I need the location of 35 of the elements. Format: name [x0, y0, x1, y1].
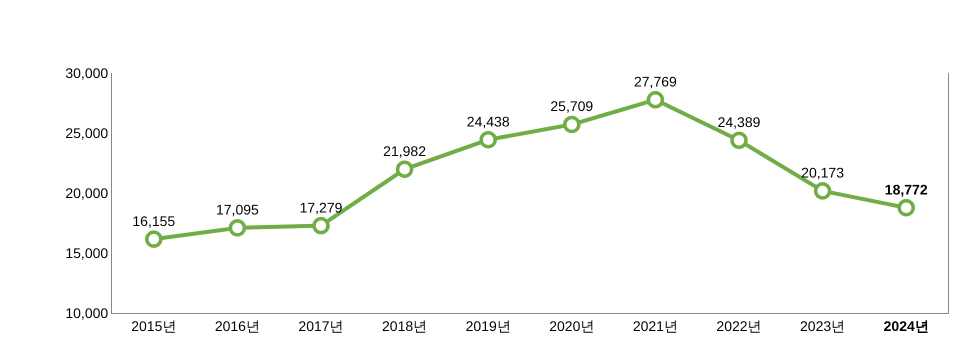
data-label: 17,095 [216, 202, 260, 218]
point [897, 198, 915, 216]
x-tick-label: 2019년 [466, 318, 511, 334]
point [396, 160, 414, 178]
point [563, 116, 581, 134]
data-label: 17,279 [300, 199, 343, 216]
data-label: 24,389 [718, 114, 761, 130]
y-tick-label: 30,000 [65, 64, 108, 81]
x-tick-label: 2020년 [549, 318, 594, 334]
point [479, 130, 497, 148]
data-label: 27,769 [634, 74, 678, 90]
y-tick-label: 10,000 [65, 304, 108, 321]
x-tick-label: 2017년 [298, 318, 344, 334]
x-tick-label: 2023년 [800, 318, 846, 334]
point [145, 230, 163, 248]
x-tick-label: 2015년 [131, 318, 176, 334]
x-tick-label: 2018년 [382, 318, 428, 334]
data-label: 21,982 [383, 142, 426, 159]
point [312, 216, 330, 234]
data-label: 16,155 [132, 212, 176, 229]
x-tick-label: 2021년 [632, 318, 678, 334]
y-tick-label: 20,000 [65, 184, 108, 201]
y-tick-label: 15,000 [65, 244, 108, 261]
data-label: 25,709 [550, 98, 594, 114]
point [814, 182, 832, 200]
x-tick-label: 2022년 [716, 318, 762, 334]
point [646, 91, 664, 109]
point [228, 219, 246, 237]
point [730, 132, 748, 150]
x-tick-label: 2016년 [214, 318, 260, 334]
data-label: 18,772 [884, 181, 928, 198]
y-tick-label: 25,000 [65, 124, 108, 141]
data-label: 24,438 [466, 113, 510, 130]
data-label: 20,173 [801, 164, 844, 181]
x-tick-label: 2024년 [884, 318, 929, 334]
